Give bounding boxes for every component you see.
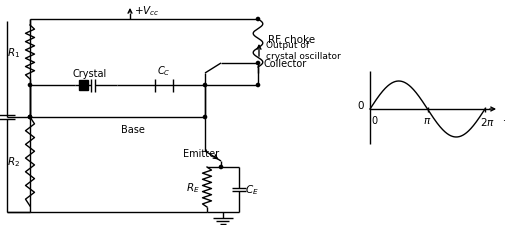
Circle shape (257, 62, 260, 65)
Text: $C_C$: $C_C$ (157, 64, 171, 78)
Circle shape (219, 166, 223, 169)
Circle shape (204, 84, 207, 87)
Circle shape (257, 84, 260, 87)
Text: RF choke: RF choke (268, 35, 315, 45)
Text: $R_E$: $R_E$ (186, 180, 200, 194)
Text: Collector: Collector (264, 59, 307, 69)
Circle shape (28, 116, 32, 119)
Text: Emitter: Emitter (183, 148, 219, 158)
Circle shape (204, 116, 207, 119)
Text: Time: Time (503, 119, 505, 129)
Text: Output of
crystal oscillator: Output of crystal oscillator (266, 41, 341, 61)
Text: $R_1$: $R_1$ (7, 46, 20, 60)
Bar (79, 81, 88, 91)
Circle shape (257, 18, 260, 22)
Circle shape (28, 84, 32, 87)
Text: $+V_{cc}$: $+V_{cc}$ (134, 4, 160, 18)
Text: Crystal: Crystal (73, 69, 107, 79)
Text: $R_2$: $R_2$ (7, 155, 20, 169)
Text: $2\pi$: $2\pi$ (480, 115, 494, 127)
Text: $C_E$: $C_E$ (245, 183, 259, 196)
Text: 0: 0 (371, 115, 377, 126)
Text: $\pi$: $\pi$ (423, 115, 432, 126)
Circle shape (28, 116, 32, 119)
Text: Base: Base (121, 124, 144, 134)
Text: 0: 0 (358, 101, 364, 110)
